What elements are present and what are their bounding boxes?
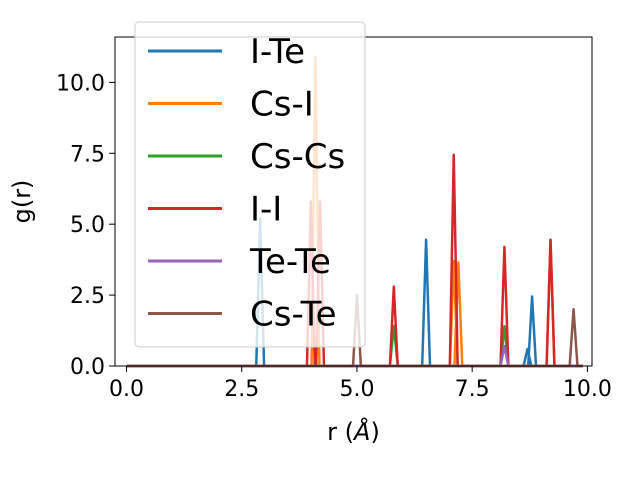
legend-label: I-I: [250, 190, 282, 230]
x-axis-label: r (Å): [327, 417, 380, 446]
legend-item: Te-Te: [148, 242, 331, 282]
x-tick-label: 5.0: [339, 377, 374, 402]
legend-item: Cs-Cs: [148, 137, 345, 177]
x-tick-label: 10.0: [563, 377, 612, 402]
legend-label: I-Te: [250, 32, 305, 72]
y-tick-label: 2.5: [70, 284, 105, 309]
legend-label: Cs-Te: [250, 295, 337, 335]
legend-item: I-Te: [148, 32, 305, 72]
x-axis: 0.0 2.5 5.0 7.5 10.0: [109, 366, 612, 402]
y-tick-label: 0.0: [70, 355, 105, 380]
y-axis: 0.0 2.5 5.0 7.5 10.0: [56, 71, 115, 380]
y-tick-label: 7.5: [70, 142, 105, 167]
legend-item: I-I: [148, 190, 282, 230]
y-tick-label: 10.0: [56, 71, 105, 96]
legend: I-Te Cs-I Cs-Cs I-I Te-Te Cs-Te: [134, 21, 366, 348]
y-axis-label: g(r): [8, 180, 36, 224]
legend-item: Cs-I: [148, 85, 314, 125]
y-tick-label: 5.0: [70, 213, 105, 238]
legend-label: Cs-Cs: [250, 137, 345, 177]
legend-item: Cs-Te: [148, 295, 337, 335]
x-tick-label: 2.5: [224, 377, 259, 402]
legend-label: Te-Te: [249, 242, 331, 282]
x-tick-label: 7.5: [455, 377, 490, 402]
x-tick-label: 0.0: [109, 377, 144, 402]
legend-label: Cs-I: [250, 85, 314, 125]
